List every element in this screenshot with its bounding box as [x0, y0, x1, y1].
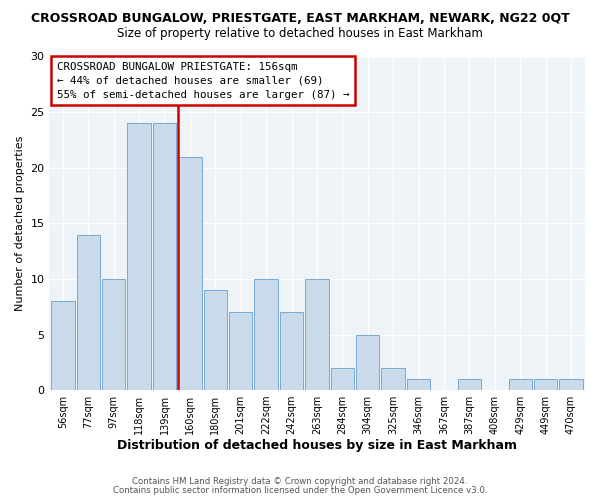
Bar: [153, 124, 176, 390]
X-axis label: Distribution of detached houses by size in East Markham: Distribution of detached houses by size …: [117, 440, 517, 452]
Text: Contains public sector information licensed under the Open Government Licence v3: Contains public sector information licen…: [113, 486, 487, 495]
Bar: [229, 312, 253, 390]
Bar: [534, 379, 557, 390]
Bar: [280, 312, 303, 390]
Text: CROSSROAD BUNGALOW, PRIESTGATE, EAST MARKHAM, NEWARK, NG22 0QT: CROSSROAD BUNGALOW, PRIESTGATE, EAST MAR…: [31, 12, 569, 26]
Bar: [77, 234, 100, 390]
Bar: [51, 302, 74, 390]
Bar: [382, 368, 405, 390]
Bar: [102, 279, 125, 390]
Bar: [305, 279, 329, 390]
Bar: [331, 368, 354, 390]
Bar: [356, 334, 379, 390]
Bar: [458, 379, 481, 390]
Text: Contains HM Land Registry data © Crown copyright and database right 2024.: Contains HM Land Registry data © Crown c…: [132, 477, 468, 486]
Bar: [509, 379, 532, 390]
Bar: [407, 379, 430, 390]
Text: Size of property relative to detached houses in East Markham: Size of property relative to detached ho…: [117, 28, 483, 40]
Bar: [127, 124, 151, 390]
Y-axis label: Number of detached properties: Number of detached properties: [15, 136, 25, 311]
Text: CROSSROAD BUNGALOW PRIESTGATE: 156sqm
← 44% of detached houses are smaller (69)
: CROSSROAD BUNGALOW PRIESTGATE: 156sqm ← …: [57, 62, 349, 100]
Bar: [203, 290, 227, 390]
Bar: [178, 156, 202, 390]
Bar: [254, 279, 278, 390]
Bar: [559, 379, 583, 390]
